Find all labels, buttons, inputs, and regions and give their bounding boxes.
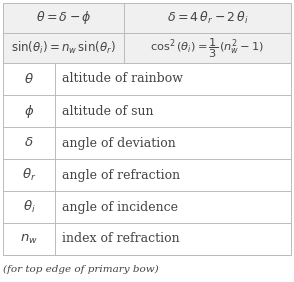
Text: $\sin(\theta_i) = n_w\,\sin(\theta_r)$: $\sin(\theta_i) = n_w\,\sin(\theta_r)$	[11, 40, 116, 56]
Text: angle of incidence: angle of incidence	[62, 201, 178, 213]
Bar	[3, 3, 291, 33]
Text: altitude of sun: altitude of sun	[62, 105, 154, 118]
Bar	[3, 191, 291, 223]
Bar	[3, 63, 291, 95]
Text: $n_w$: $n_w$	[20, 232, 38, 246]
Bar	[3, 159, 291, 191]
Text: $\theta$: $\theta$	[24, 72, 34, 86]
Bar	[3, 127, 291, 159]
Text: altitude of rainbow: altitude of rainbow	[62, 72, 183, 85]
Bar	[3, 223, 291, 255]
Bar	[3, 33, 291, 63]
Text: $\theta_i$: $\theta_i$	[23, 199, 35, 215]
Text: $\cos^2(\theta_i) = \dfrac{1}{3}\,(n_w^2 - 1)$: $\cos^2(\theta_i) = \dfrac{1}{3}\,(n_w^2…	[150, 36, 265, 60]
Text: angle of deviation: angle of deviation	[62, 136, 176, 149]
Text: angle of refraction: angle of refraction	[62, 169, 180, 182]
Text: $\phi$: $\phi$	[24, 102, 34, 120]
Text: (for top edge of primary bow): (for top edge of primary bow)	[3, 265, 159, 274]
Bar	[3, 95, 291, 127]
Text: index of refraction: index of refraction	[62, 232, 180, 246]
Text: $\theta_r$: $\theta_r$	[22, 167, 36, 183]
Text: $\delta = 4\,\theta_r - 2\,\theta_i$: $\delta = 4\,\theta_r - 2\,\theta_i$	[166, 10, 248, 26]
Text: $\theta = \delta - \phi$: $\theta = \delta - \phi$	[36, 10, 91, 27]
Text: $\delta$: $\delta$	[24, 136, 34, 149]
